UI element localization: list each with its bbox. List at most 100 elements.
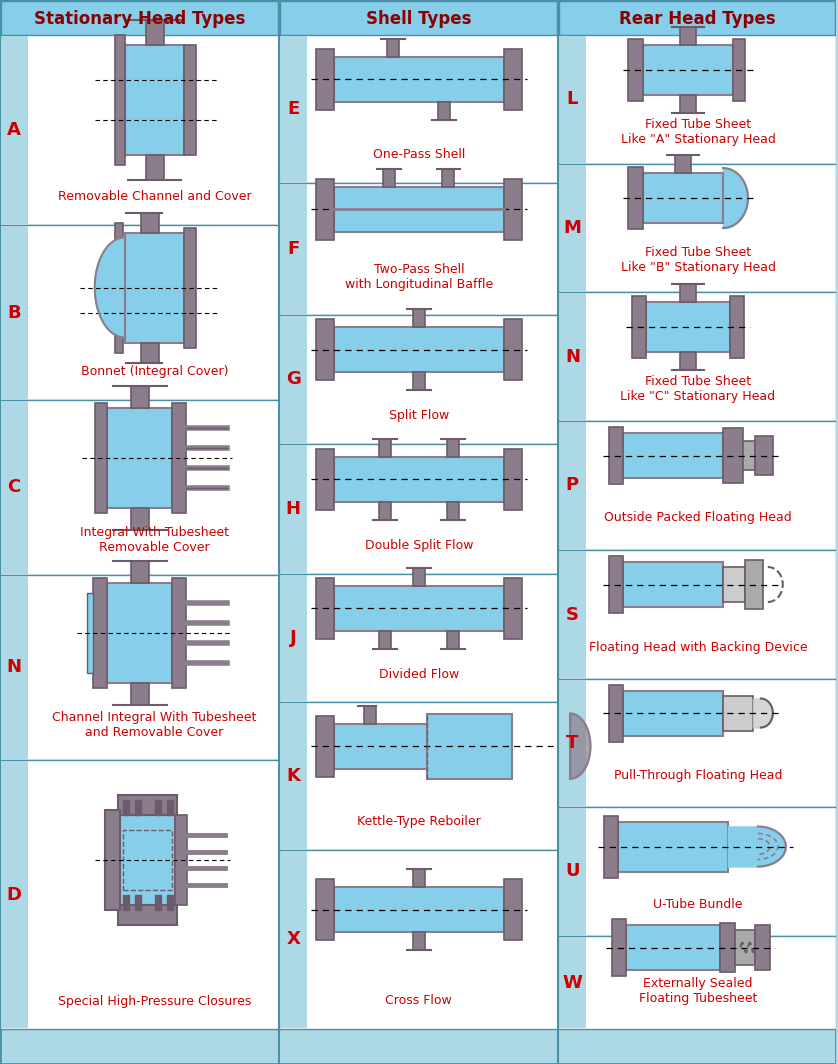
Bar: [279, 850, 558, 1029]
Bar: [106, 810, 120, 910]
Text: N: N: [565, 348, 580, 366]
Bar: [131, 682, 148, 704]
Bar: [154, 799, 161, 815]
Bar: [172, 402, 186, 513]
Text: K: K: [287, 767, 300, 785]
Bar: [279, 444, 558, 573]
Text: Divided Flow: Divided Flow: [379, 667, 459, 681]
Bar: [560, 551, 587, 678]
Bar: [387, 38, 400, 56]
Bar: [0, 760, 279, 1029]
Text: Rear Head Types: Rear Head Types: [618, 10, 775, 28]
Bar: [334, 585, 504, 631]
Bar: [141, 343, 158, 363]
Bar: [125, 233, 184, 343]
Bar: [560, 165, 587, 290]
Bar: [117, 904, 178, 925]
Bar: [558, 550, 835, 679]
Bar: [733, 38, 745, 100]
Bar: [141, 213, 158, 233]
Bar: [316, 49, 334, 110]
Text: Stationary Head Types: Stationary Head Types: [34, 10, 246, 28]
Bar: [115, 222, 122, 352]
Bar: [560, 422, 587, 549]
Bar: [280, 703, 308, 849]
Bar: [184, 228, 196, 348]
Bar: [723, 428, 743, 483]
Bar: [413, 372, 425, 390]
Bar: [560, 36, 587, 163]
Bar: [316, 715, 334, 777]
Bar: [736, 930, 755, 965]
Text: Special High-Pressure Closures: Special High-Pressure Closures: [58, 995, 251, 1008]
Bar: [131, 385, 148, 408]
Text: Cross Flow: Cross Flow: [385, 995, 453, 1008]
Text: Externally Sealed
Floating Tubesheet: Externally Sealed Floating Tubesheet: [639, 977, 758, 1005]
Bar: [413, 309, 425, 327]
Bar: [0, 35, 279, 225]
Bar: [316, 449, 334, 510]
Text: A: A: [7, 121, 21, 139]
Bar: [279, 573, 558, 702]
Text: L: L: [566, 90, 578, 109]
Text: S: S: [566, 605, 579, 624]
Bar: [560, 1, 835, 36]
Bar: [438, 101, 450, 119]
Bar: [612, 919, 626, 976]
Bar: [604, 815, 618, 878]
Bar: [279, 183, 558, 315]
Text: C: C: [8, 479, 21, 497]
Text: Fixed Tube Sheet
Like "C" Stationary Head: Fixed Tube Sheet Like "C" Stationary Hea…: [620, 375, 776, 403]
Bar: [316, 319, 334, 380]
Bar: [504, 449, 521, 510]
Bar: [87, 593, 93, 672]
Bar: [175, 815, 187, 904]
Bar: [609, 684, 623, 742]
Text: G: G: [286, 370, 301, 388]
Bar: [334, 186, 504, 232]
Bar: [135, 895, 141, 910]
Bar: [379, 438, 391, 456]
Bar: [123, 830, 172, 890]
Bar: [1, 36, 28, 225]
Bar: [280, 445, 308, 573]
Text: Fixed Tube Sheet
Like "B" Stationary Head: Fixed Tube Sheet Like "B" Stationary Hea…: [620, 246, 775, 275]
Text: J: J: [290, 629, 297, 647]
Text: U-Tube Bundle: U-Tube Bundle: [654, 898, 742, 911]
Text: B: B: [8, 303, 21, 321]
Bar: [645, 301, 731, 351]
Bar: [504, 49, 521, 110]
Bar: [447, 501, 458, 519]
Bar: [1, 576, 28, 759]
Bar: [184, 45, 196, 155]
Bar: [280, 316, 308, 443]
Bar: [504, 578, 521, 638]
Bar: [334, 456, 504, 501]
Bar: [1, 1, 278, 36]
Text: P: P: [566, 477, 579, 495]
Bar: [316, 879, 334, 940]
Bar: [560, 680, 587, 807]
Bar: [442, 168, 454, 186]
Bar: [334, 327, 504, 372]
Bar: [122, 895, 129, 910]
Text: D: D: [7, 885, 22, 903]
Bar: [364, 705, 376, 724]
Bar: [1, 226, 28, 399]
Bar: [279, 35, 558, 183]
Bar: [560, 293, 587, 420]
Bar: [279, 315, 558, 444]
Text: N: N: [7, 659, 22, 677]
Bar: [413, 567, 425, 585]
Text: E: E: [287, 100, 299, 118]
Bar: [146, 20, 163, 45]
Bar: [172, 578, 186, 687]
Text: F: F: [287, 240, 299, 257]
Bar: [504, 319, 521, 380]
Text: W: W: [562, 974, 582, 992]
Polygon shape: [95, 233, 125, 343]
Text: Channel Integral With Tubesheet
and Removable Cover: Channel Integral With Tubesheet and Remo…: [53, 711, 256, 739]
Text: X: X: [287, 931, 300, 948]
Text: Pull-Through Floating Head: Pull-Through Floating Head: [613, 768, 783, 781]
Bar: [447, 438, 458, 456]
